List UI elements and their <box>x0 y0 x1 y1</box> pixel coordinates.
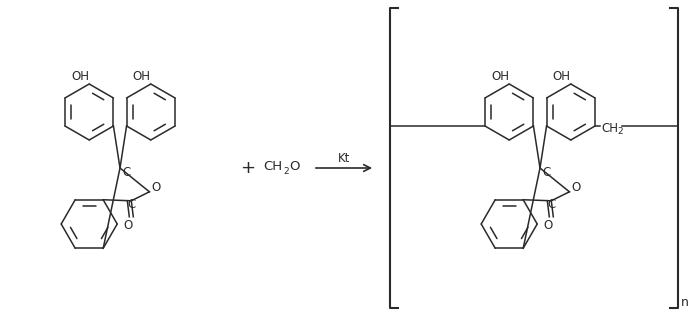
Text: O: O <box>544 219 553 232</box>
Text: O: O <box>571 181 581 194</box>
Text: CH: CH <box>263 161 282 173</box>
Text: +: + <box>240 159 256 177</box>
Text: OH: OH <box>71 70 89 83</box>
Text: 2: 2 <box>283 167 289 175</box>
Text: C: C <box>122 166 130 179</box>
Text: C: C <box>542 166 550 179</box>
Text: CH: CH <box>601 121 618 135</box>
Text: OH: OH <box>491 70 509 83</box>
Text: O: O <box>152 181 161 194</box>
Text: n: n <box>681 296 689 309</box>
Text: Kt: Kt <box>338 151 350 165</box>
Text: O: O <box>289 161 299 173</box>
Text: OH: OH <box>133 70 151 83</box>
Text: OH: OH <box>553 70 571 83</box>
Text: 2: 2 <box>617 126 623 136</box>
Text: C: C <box>547 198 556 211</box>
Text: C: C <box>127 198 136 211</box>
Text: O: O <box>124 219 133 232</box>
